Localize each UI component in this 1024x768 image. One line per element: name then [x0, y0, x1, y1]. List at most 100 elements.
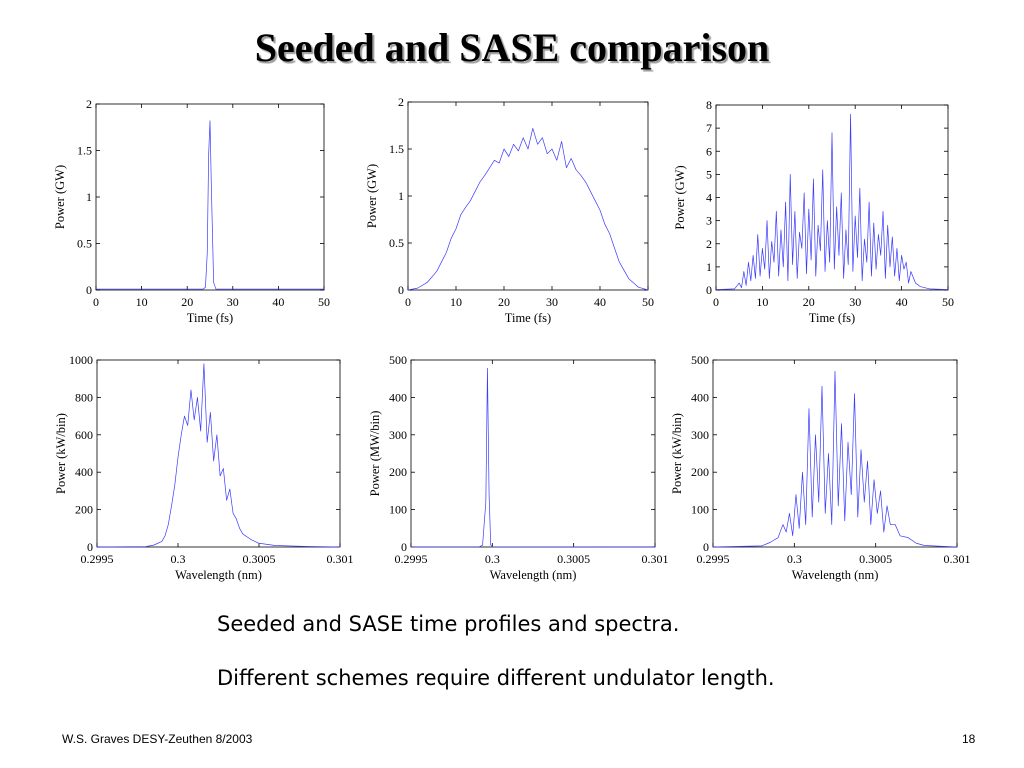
series-line	[712, 370, 958, 548]
y-tick-label: 0	[401, 540, 407, 554]
x-tick-label: 0.301	[944, 552, 971, 566]
y-axis-label: Power (kW/bin)	[54, 413, 68, 494]
series-line	[96, 120, 324, 290]
y-tick-label: 8	[706, 98, 712, 112]
plot-frame	[410, 359, 656, 548]
x-axis-label: Time (fs)	[187, 311, 233, 325]
y-axis-label: Power (GW)	[53, 165, 67, 229]
plot-frame	[712, 359, 958, 548]
series-line	[407, 127, 649, 291]
chart-sase-spectrum-1: 0.2995 0.3 0.3005 0.301 0 200 400 600 800 1000 Wav…	[54, 353, 354, 582]
caption-undulator-length: Different schemes require different undu…	[217, 666, 775, 690]
x-tick-label: 30	[227, 295, 239, 309]
x-tick-label: 40	[896, 295, 908, 309]
y-tick-label: 500	[389, 353, 407, 367]
x-tick-label: 0.3005	[557, 552, 590, 566]
y-tick-label: 6	[706, 144, 712, 158]
x-tick-label: 0.301	[327, 552, 354, 566]
x-tick-label: 20	[803, 295, 815, 309]
x-tick-label: 50	[942, 295, 954, 309]
footer-author: W.S. Graves DESY-Zeuthen 8/2003	[62, 732, 253, 746]
y-tick-label: 1	[706, 260, 712, 274]
caption-time-profiles: Seeded and SASE time profiles and spectr…	[217, 612, 680, 636]
x-axis-label: Time (fs)	[505, 311, 551, 325]
y-tick-label: 300	[691, 428, 709, 442]
x-tick-label: 0.3	[171, 552, 186, 566]
series-line	[96, 363, 341, 548]
y-tick-label: 0	[87, 540, 93, 554]
y-tick-label: 0	[86, 283, 92, 297]
y-tick-label: 500	[691, 353, 709, 367]
x-tick-label: 0	[405, 295, 411, 309]
y-tick-label: 1.5	[77, 144, 92, 158]
x-tick-label: 0.2995	[697, 552, 730, 566]
chart-sase-spectrum-2: 0.2995 0.3 0.3005 0.301 0 100 200 300 400 500 Wave…	[670, 353, 971, 582]
y-tick-label: 800	[75, 390, 93, 404]
y-tick-label: 4	[706, 191, 712, 205]
x-tick-label: 40	[594, 295, 606, 309]
x-tick-label: 30	[849, 295, 861, 309]
x-tick-label: 10	[136, 295, 148, 309]
y-tick-label: 0	[703, 540, 709, 554]
y-tick-label: 100	[691, 503, 709, 517]
y-tick-label: 3	[706, 214, 712, 228]
y-tick-label: 0	[706, 283, 712, 297]
x-tick-label: 10	[450, 295, 462, 309]
chart-sase-time: 0 10 20 30 40 50 0 0.5 1 1.5 2 Time (fs) Power (GW)	[365, 95, 654, 325]
y-tick-label: 0.5	[389, 236, 404, 250]
x-axis-label: Wavelength (nm)	[490, 568, 577, 582]
y-tick-label: 0.5	[77, 237, 92, 251]
y-axis-label: Power (GW)	[673, 165, 687, 229]
chart-seeded-time: 0 10 20 30 40 50 0 0.5 1 1.5 2 Time (fs) Power (GW)	[53, 97, 330, 325]
y-tick-label: 200	[389, 465, 407, 479]
series-line	[715, 113, 949, 290]
y-tick-label: 2	[398, 95, 404, 109]
plot-frame	[96, 359, 341, 548]
x-tick-label: 0.2995	[81, 552, 114, 566]
x-tick-label: 0.2995	[395, 552, 428, 566]
y-tick-label: 300	[389, 428, 407, 442]
x-tick-label: 20	[181, 295, 193, 309]
y-tick-label: 1	[86, 190, 92, 204]
y-tick-label: 5	[706, 167, 712, 181]
chart-sase-spiky-time: 0 10 20 30 40 50 0 1 2 3 4 5 6 7 8 Time (fs) Power (GW)	[673, 98, 954, 325]
x-tick-label: 0.3	[787, 552, 802, 566]
y-axis-label: Power (MW/bin)	[368, 411, 382, 497]
x-axis-label: Time (fs)	[809, 311, 855, 325]
y-tick-label: 400	[691, 390, 709, 404]
y-tick-label: 1	[398, 189, 404, 203]
x-tick-label: 0.3005	[243, 552, 276, 566]
x-tick-label: 0.301	[642, 552, 669, 566]
y-tick-label: 600	[75, 428, 93, 442]
series-line	[410, 367, 656, 548]
x-axis-label: Wavelength (nm)	[175, 568, 262, 582]
chart-seeded-spectrum: 0.2995 0.3 0.3005 0.301 0 100 200 300 400 500 Wave…	[368, 353, 669, 582]
plot-frame	[407, 101, 649, 291]
x-tick-label: 0.3	[485, 552, 500, 566]
y-tick-label: 0	[398, 283, 404, 297]
x-tick-label: 0	[93, 295, 99, 309]
x-tick-label: 0	[713, 295, 719, 309]
y-tick-label: 1000	[69, 353, 93, 367]
x-tick-label: 20	[498, 295, 510, 309]
y-tick-label: 200	[75, 503, 93, 517]
x-tick-label: 0.3005	[859, 552, 892, 566]
y-tick-label: 100	[389, 503, 407, 517]
x-tick-label: 10	[756, 295, 768, 309]
y-tick-label: 200	[691, 465, 709, 479]
x-tick-label: 40	[272, 295, 284, 309]
y-tick-label: 7	[706, 121, 712, 135]
page-number: 18	[962, 732, 976, 746]
y-tick-label: 400	[75, 465, 93, 479]
x-tick-label: 30	[546, 295, 558, 309]
y-axis-label: Power (kW/bin)	[670, 413, 684, 494]
slide-title: Seeded and SASE comparison	[254, 25, 770, 70]
y-tick-label: 400	[389, 390, 407, 404]
y-axis-label: Power (GW)	[365, 164, 379, 228]
y-tick-label: 1.5	[389, 142, 404, 156]
x-axis-label: Wavelength (nm)	[792, 568, 879, 582]
x-tick-label: 50	[642, 295, 654, 309]
x-tick-label: 50	[318, 295, 330, 309]
y-tick-label: 2	[706, 237, 712, 251]
y-tick-label: 2	[86, 97, 92, 111]
